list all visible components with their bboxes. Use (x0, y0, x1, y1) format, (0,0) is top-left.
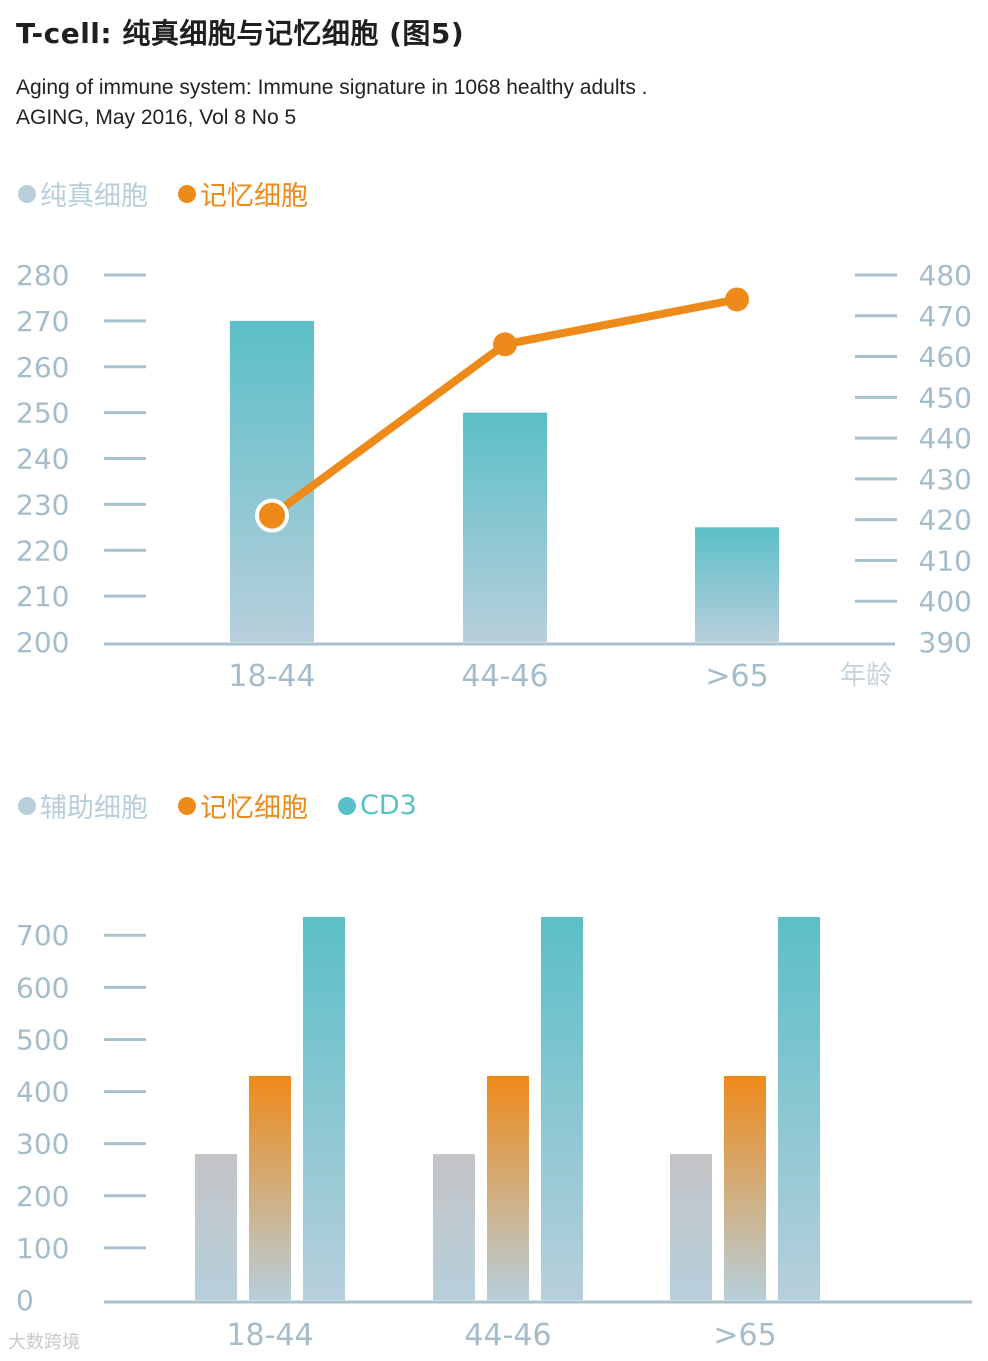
y-tick-label: 200 (16, 1180, 69, 1213)
point-memory-18-44 (255, 498, 289, 533)
y-right-tick-label: 390 (919, 626, 972, 659)
y-left-tick-label: 230 (16, 488, 69, 521)
chart-helper-memory-cd3: 0 100 200 300 400 500 600 700 18-44 44-46 >65 (16, 917, 972, 1353)
y-tick-label: 300 (16, 1128, 69, 1161)
bar-naive-44-46 (463, 412, 547, 642)
y-right-tick-label: 460 (919, 341, 972, 374)
x-tick-label: >65 (705, 659, 768, 694)
y-right-tick-label: 480 (919, 259, 972, 292)
x-tick-label: 18-44 (228, 659, 315, 694)
legend-label-memory-2: 记忆细胞 (200, 793, 308, 824)
x-axis-title: 年龄 (840, 661, 892, 691)
legend-label-cd3: CD3 (360, 790, 417, 821)
legend-dot-memory (178, 184, 196, 203)
y-right-tick-label: 400 (919, 585, 972, 618)
y-left-tick-label: 200 (16, 626, 69, 659)
y-tick-label: 700 (16, 919, 69, 952)
legend-item-helper: 辅助细胞 (18, 786, 148, 825)
y-right-tick-label: 430 (919, 463, 972, 496)
x-tick-label: 18-44 (226, 1318, 313, 1353)
y-left-tick-label: 220 (16, 534, 69, 567)
y-tick-label: 0 (16, 1284, 34, 1317)
y-right-tick-label: 420 (919, 504, 972, 537)
x-tick-label: >65 (713, 1318, 776, 1353)
legend-label-helper: 辅助细胞 (40, 793, 148, 824)
legend-label-memory: 记忆细胞 (200, 181, 308, 212)
y-left-tick-label: 210 (16, 580, 69, 613)
y-tick-label: 600 (16, 971, 69, 1004)
y-left-tick-label: 270 (16, 305, 69, 338)
legend-item-memory-2: 记忆细胞 (178, 786, 308, 825)
point-memory-44-46 (493, 332, 517, 357)
y-tick-label: 500 (16, 1023, 69, 1056)
legend-item-naive: 纯真细胞 (18, 174, 148, 213)
bar-memory-44-46 (487, 1075, 529, 1300)
x-tick-label: 44-46 (461, 659, 548, 694)
bar-naive-18-44 (230, 320, 314, 642)
y-right-tick-label: 470 (919, 300, 972, 333)
watermark: 大数跨境 (8, 1332, 80, 1353)
y-right-tick-label: 410 (919, 544, 972, 577)
bar-memory-gt65 (724, 1075, 766, 1300)
bar-helper-44-46 (433, 1154, 475, 1300)
legend-item-memory: 记忆细胞 (178, 174, 308, 213)
bar-helper-gt65 (670, 1154, 712, 1300)
legend-label-naive: 纯真细胞 (40, 181, 148, 212)
page-title: T-cell: 纯真细胞与记忆细胞 (图5) (16, 17, 465, 50)
point-memory-gt65 (725, 287, 749, 312)
chart1-legend: 纯真细胞 记忆细胞 (18, 174, 338, 213)
bar-cd3-18-44 (303, 917, 345, 1300)
legend-dot-memory-2 (178, 796, 196, 815)
reference-line-2: AGING, May 2016, Vol 8 No 5 (16, 106, 297, 129)
bar-helper-18-44 (195, 1154, 237, 1300)
y-left-tick-label: 260 (16, 351, 69, 384)
legend-dot-cd3 (338, 796, 356, 815)
bar-cd3-44-46 (541, 917, 583, 1300)
legend-item-cd3: CD3 (338, 790, 417, 821)
y-right-tick-label: 450 (919, 381, 972, 414)
y-left-tick-label: 240 (16, 443, 69, 476)
y-tick-label: 400 (16, 1076, 69, 1109)
reference-line-1: Aging of immune system: Immune signature… (16, 76, 648, 99)
y-left-tick-label: 280 (16, 259, 69, 292)
bar-cd3-gt65 (778, 917, 820, 1300)
bar-naive-gt65 (695, 527, 779, 642)
chart2-legend: 辅助细胞 记忆细胞 CD3 (18, 786, 447, 825)
y-left-tick-label: 250 (16, 397, 69, 430)
chart-naive-vs-memory: 200 210 220 230 240 250 260 270 280 390 400 410 420 4… (16, 259, 972, 694)
x-tick-label: 44-46 (464, 1318, 551, 1353)
y-tick-label: 100 (16, 1232, 69, 1265)
legend-dot-helper (18, 796, 36, 815)
y-right-tick-label: 440 (919, 422, 972, 455)
bar-memory-18-44 (249, 1075, 291, 1300)
legend-dot-naive (18, 184, 36, 203)
